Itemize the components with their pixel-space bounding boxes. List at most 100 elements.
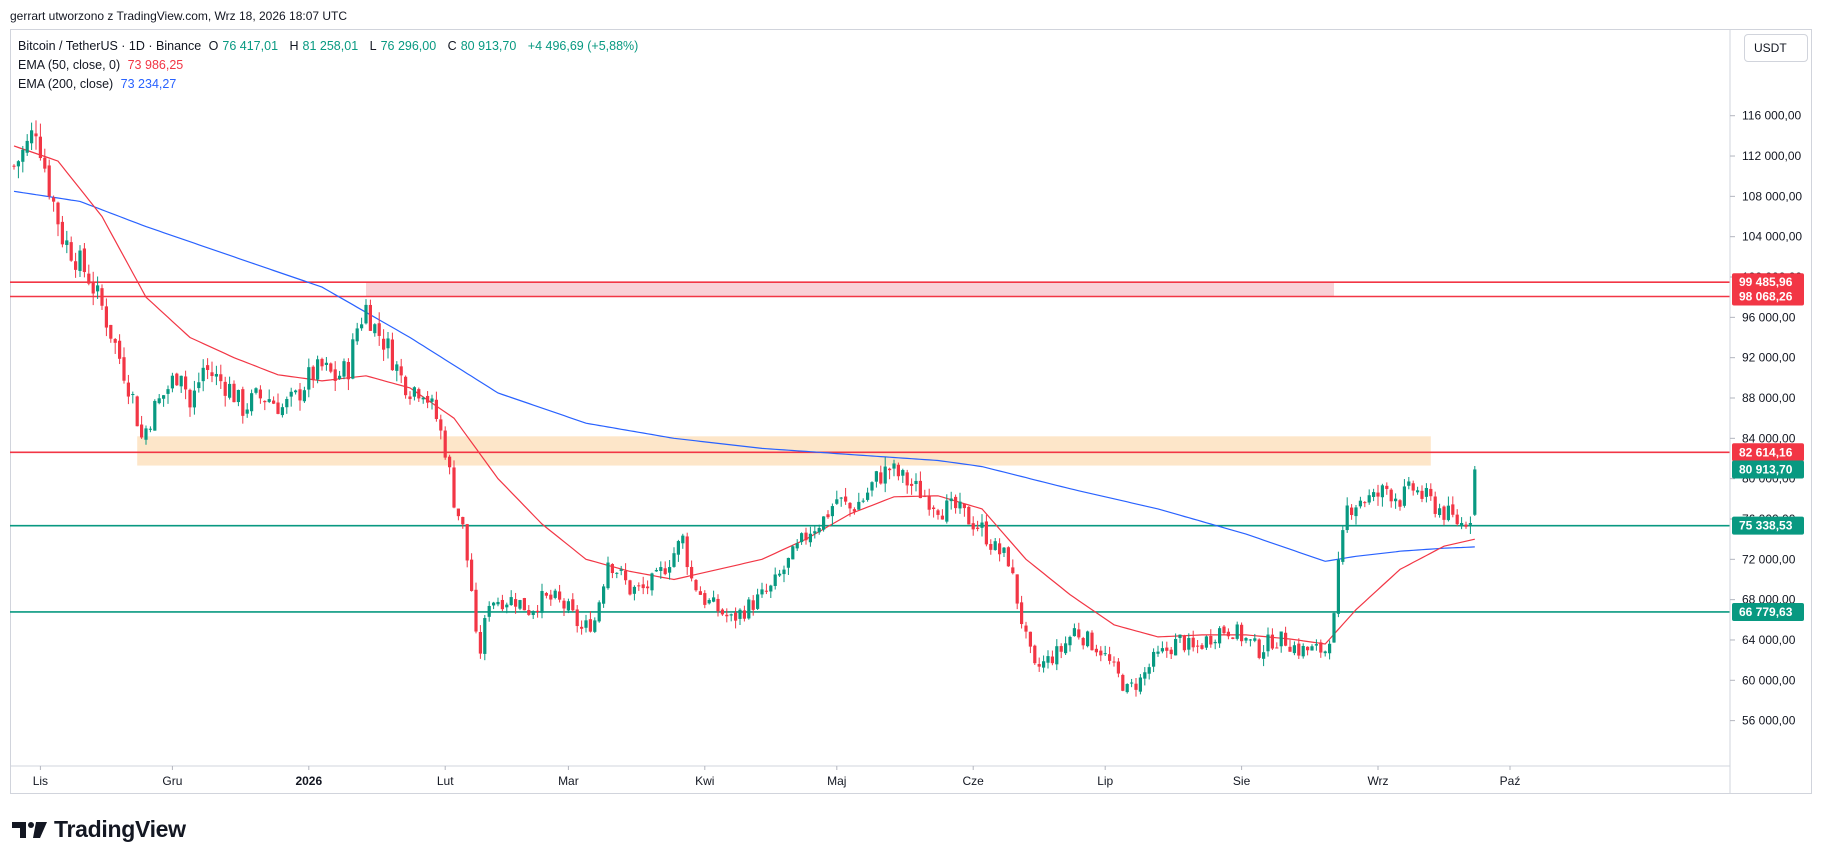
candle <box>338 370 342 380</box>
candle-body <box>857 501 861 510</box>
candle <box>883 457 887 493</box>
candle-body <box>844 496 848 502</box>
legend-low-label: L <box>369 39 377 53</box>
candle <box>1231 637 1235 640</box>
candle-body <box>602 586 606 604</box>
candle-body <box>470 559 474 591</box>
candle-body <box>478 631 482 654</box>
candle-body <box>78 250 82 271</box>
candle <box>1200 643 1204 650</box>
candle-body <box>109 324 113 339</box>
candle-body <box>122 357 126 381</box>
candle <box>892 459 896 477</box>
candle-body <box>685 536 689 568</box>
candle <box>38 123 42 161</box>
candle-body <box>254 388 258 393</box>
candle-body <box>659 567 663 571</box>
candle-body <box>936 510 940 515</box>
candle <box>1024 621 1028 639</box>
candle <box>1288 639 1292 652</box>
candle <box>553 588 557 600</box>
candle <box>272 396 276 405</box>
candle <box>430 394 434 410</box>
candle <box>131 391 135 404</box>
candle-body <box>1108 654 1112 661</box>
ema50-line <box>13 145 1475 645</box>
candle <box>698 586 702 595</box>
candle-body <box>144 428 148 440</box>
candle-body <box>558 591 562 600</box>
candle-body <box>1130 682 1134 684</box>
candle-body <box>382 338 386 350</box>
candle <box>522 597 526 611</box>
candle <box>1077 622 1081 640</box>
candle-body <box>30 130 34 144</box>
legend-ema200-row[interactable]: EMA (200, close) 73 234,27 <box>18 77 180 91</box>
candle <box>720 608 724 616</box>
candle-body <box>668 567 672 573</box>
candle <box>967 505 971 525</box>
candle <box>74 252 78 278</box>
candle <box>844 487 848 505</box>
candle-body <box>280 407 284 416</box>
candle-body <box>720 609 724 615</box>
resistance-price-label: 98 068,26 <box>1739 289 1793 303</box>
candle <box>725 608 729 623</box>
chart-header: gerrart utworzono z TradingView.com, Wrz… <box>10 9 348 23</box>
candle <box>544 591 548 599</box>
candle-body <box>412 387 416 397</box>
candle <box>874 470 878 488</box>
candle <box>1068 635 1072 652</box>
candle <box>232 380 236 403</box>
candle-body <box>1279 631 1283 647</box>
legend-symbol[interactable]: Bitcoin / TetherUS · 1D · Binance <box>18 39 202 53</box>
legend-ema50-row[interactable]: EMA (50, close, 0) 73 986,25 <box>18 58 187 72</box>
candle <box>1363 501 1367 508</box>
candle-body <box>905 472 909 486</box>
candle <box>778 569 782 577</box>
candle <box>1420 485 1424 503</box>
candle <box>914 473 918 492</box>
candle-body <box>751 600 755 610</box>
candle-body <box>1429 488 1433 497</box>
candle <box>822 516 826 532</box>
candle <box>390 332 394 371</box>
x-tick-label: Lut <box>437 774 454 788</box>
candle <box>795 539 799 551</box>
candle <box>1112 656 1116 667</box>
candle <box>549 589 553 606</box>
candle-body <box>1204 636 1208 648</box>
candle <box>566 598 570 614</box>
candle-body <box>1226 631 1230 637</box>
candle <box>505 602 509 614</box>
candle <box>1398 499 1402 511</box>
candle <box>1240 622 1244 647</box>
x-tick-label: Lip <box>1097 774 1113 788</box>
candle-body <box>452 467 456 508</box>
candle <box>1433 491 1437 518</box>
candle-body <box>615 572 619 574</box>
candle-body <box>1310 646 1314 651</box>
candle <box>492 601 496 610</box>
candle <box>1402 479 1406 508</box>
candle <box>962 503 966 517</box>
candle <box>861 498 865 504</box>
candle <box>782 565 786 583</box>
candle-body <box>1121 674 1125 691</box>
candle <box>813 525 817 539</box>
currency-selector[interactable]: USDT <box>1744 34 1808 62</box>
candle-body <box>373 324 377 334</box>
candle-body <box>839 497 843 499</box>
candle-body <box>1389 489 1393 502</box>
candle-body <box>228 383 232 398</box>
candle <box>478 625 482 659</box>
tradingview-logo[interactable]: TradingView <box>12 816 186 843</box>
candle-body <box>883 466 887 484</box>
legend-ema200-label: EMA (200, close) <box>18 77 114 91</box>
candle <box>650 572 654 596</box>
candle-body <box>848 502 852 509</box>
candle <box>712 590 716 603</box>
candle-body <box>1213 641 1217 644</box>
legend-high: 81 258,01 <box>302 39 359 53</box>
